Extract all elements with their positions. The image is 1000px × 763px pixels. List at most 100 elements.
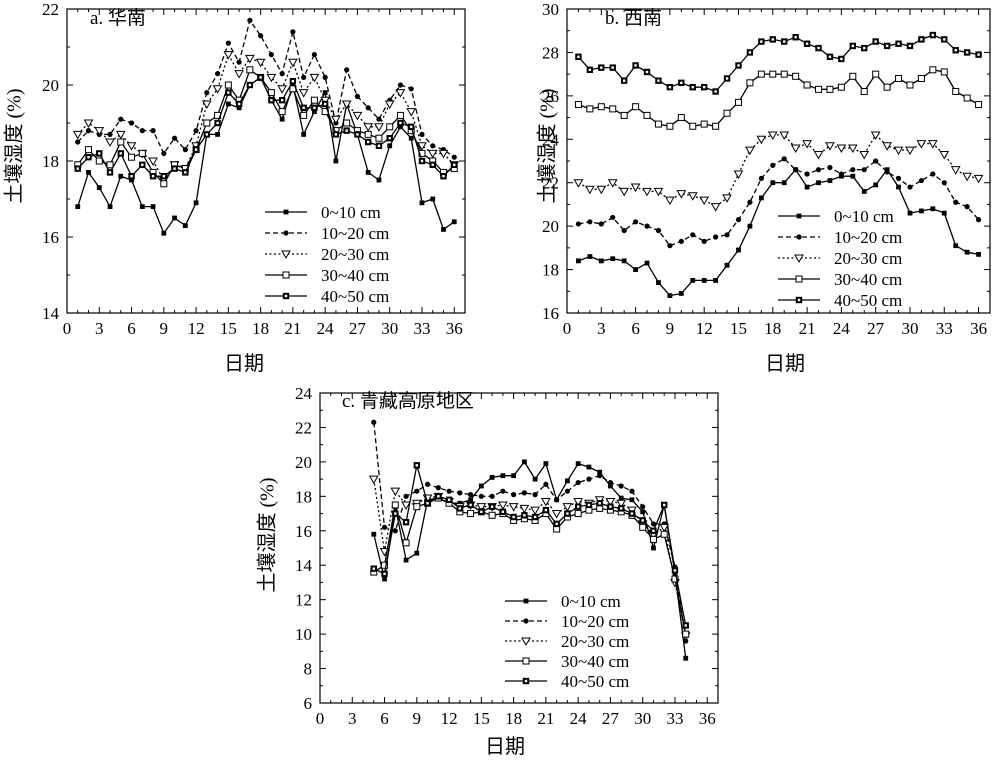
data-point	[598, 258, 604, 264]
data-point	[182, 223, 188, 228]
data-point	[171, 135, 178, 141]
data-point	[225, 101, 231, 107]
x-axis: 0 3 6 9 12 15 18 21 24 27 30 33 36	[563, 9, 991, 338]
data-point	[617, 505, 625, 512]
data-point	[597, 469, 603, 475]
data-point	[712, 88, 719, 95]
x-tick-label: 18	[764, 319, 781, 338]
data-point	[781, 38, 788, 45]
data-point	[150, 204, 156, 209]
data-point	[907, 210, 913, 216]
data-point	[575, 53, 582, 60]
data-point	[257, 74, 264, 81]
data-point	[343, 127, 350, 134]
y-tick-label: 8	[304, 660, 313, 679]
data-point	[939, 150, 950, 160]
data-point	[632, 62, 639, 69]
data-point	[365, 105, 371, 111]
data-point	[258, 33, 264, 39]
data-point	[639, 517, 646, 524]
x-tick-label: 15	[730, 319, 747, 338]
data-point	[574, 101, 582, 109]
data-point	[301, 132, 307, 137]
data-point	[656, 280, 661, 285]
data-point	[587, 219, 593, 225]
x-tick-label: 6	[127, 319, 136, 338]
data-point	[440, 173, 447, 180]
data-point	[671, 575, 679, 583]
data-point	[781, 180, 787, 186]
data-point	[374, 123, 384, 132]
data-point	[105, 138, 115, 148]
data-point	[386, 123, 394, 131]
data-point	[435, 485, 441, 491]
data-point	[300, 111, 308, 119]
data-point	[815, 85, 823, 93]
data-point	[521, 490, 527, 496]
data-point	[941, 36, 948, 43]
data-point	[682, 622, 689, 629]
data-point	[607, 479, 614, 486]
data-point	[148, 157, 158, 167]
data-point	[139, 128, 145, 134]
data-point	[723, 109, 731, 117]
data-point	[160, 173, 168, 180]
data-point	[381, 561, 389, 569]
data-point	[402, 539, 410, 547]
data-point	[953, 243, 959, 249]
data-point	[896, 184, 901, 190]
data-point	[975, 101, 983, 109]
data-point	[236, 59, 242, 65]
data-point	[430, 196, 436, 202]
data-point	[804, 184, 810, 190]
data-point	[322, 74, 328, 80]
y-tick-label: 14	[295, 556, 313, 575]
data-point	[803, 81, 811, 89]
data-point	[541, 498, 551, 507]
data-point	[531, 513, 539, 521]
data-point	[117, 138, 125, 146]
data-point	[413, 462, 421, 469]
data-point	[713, 278, 719, 283]
data-point	[478, 483, 484, 489]
data-point	[344, 67, 350, 73]
data-point	[661, 501, 668, 509]
data-point	[391, 501, 399, 509]
x-axis-title: 日期	[765, 353, 805, 375]
x-tick-label: 36	[699, 709, 716, 728]
data-point	[182, 147, 188, 153]
data-point	[587, 254, 593, 259]
legend-label: 20~30 cm	[834, 249, 902, 268]
data-point	[837, 83, 845, 91]
data-point	[629, 488, 635, 494]
x-tick-label: 12	[188, 319, 205, 338]
data-point	[456, 505, 464, 512]
x-tick-label: 21	[537, 709, 554, 728]
data-point	[700, 120, 708, 128]
data-point	[298, 89, 309, 98]
data-point	[770, 162, 776, 168]
data-point	[72, 130, 83, 140]
data-point	[677, 114, 685, 122]
data-point	[441, 227, 446, 232]
data-point	[371, 531, 377, 537]
data-point	[543, 481, 549, 487]
legend-marker	[796, 213, 802, 219]
series-1	[576, 167, 981, 299]
data-point	[204, 90, 210, 96]
data-point	[74, 165, 81, 172]
data-point	[95, 157, 103, 165]
data-point	[586, 476, 592, 482]
legend-marker	[283, 209, 289, 215]
y-axis-title: 土壤湿度 (%)	[536, 89, 559, 204]
data-point	[128, 173, 135, 180]
legend-marker	[795, 275, 803, 283]
data-point	[341, 100, 352, 110]
data-point	[643, 68, 651, 76]
data-point	[370, 565, 377, 572]
data-point	[618, 483, 624, 489]
data-point	[75, 204, 81, 209]
series-3	[368, 475, 691, 641]
data-point	[225, 40, 231, 46]
data-point	[478, 508, 485, 516]
